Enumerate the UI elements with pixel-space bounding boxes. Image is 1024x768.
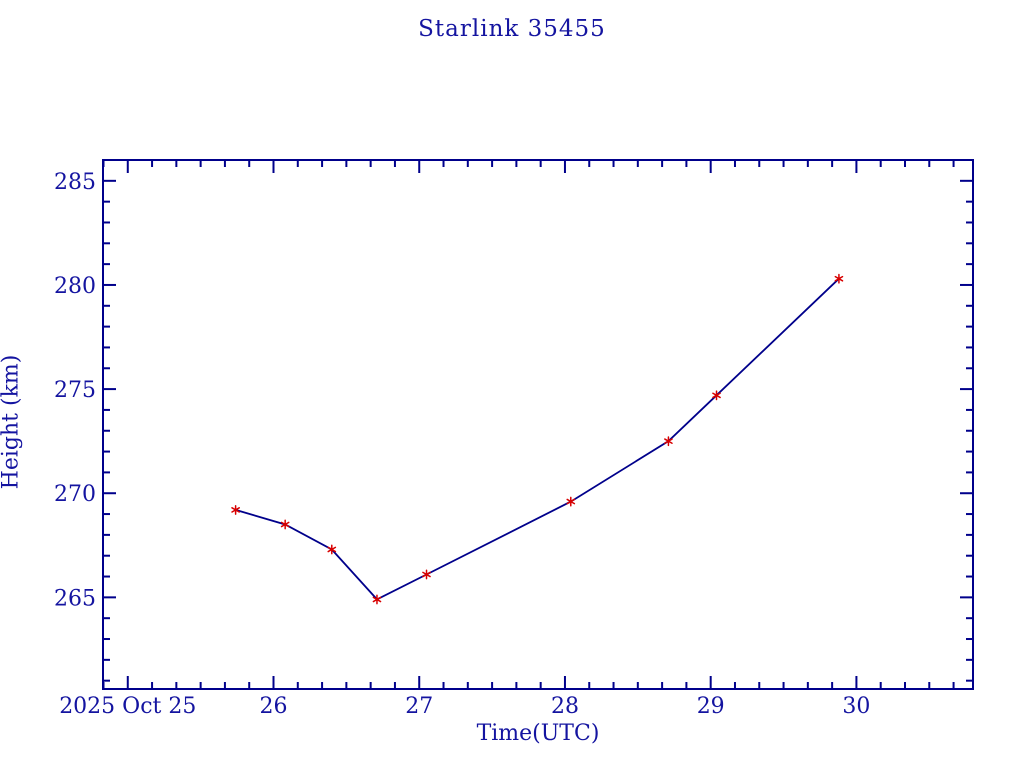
y-tick-label: 265 — [54, 586, 96, 611]
y-tick-labels: 265 270 275 280 285 — [54, 170, 96, 612]
x-ticks — [102, 160, 955, 689]
y-tick-label: 285 — [54, 170, 96, 195]
data-point-markers — [231, 273, 844, 605]
data-point-marker — [712, 390, 721, 401]
y-tick-label: 280 — [54, 274, 96, 299]
chart-title: Starlink 35455 — [418, 16, 606, 42]
x-tick-label: 2025 Oct 25 — [59, 694, 196, 719]
series-line — [235, 278, 840, 601]
data-point-marker — [280, 519, 290, 530]
data-point-marker — [834, 273, 844, 284]
x-tick-labels: 2025 Oct 25 26 27 28 29 30 — [59, 694, 870, 719]
x-tick-label: 26 — [260, 694, 288, 719]
data-point-marker — [422, 569, 431, 580]
plot-frame — [102, 159, 974, 690]
data-point-marker — [372, 594, 382, 605]
x-tick-label: 30 — [842, 694, 870, 719]
x-tick-label: 29 — [697, 694, 725, 719]
x-axis-label: Time(UTC) — [476, 721, 600, 746]
data-point-marker — [566, 496, 576, 507]
y-ticks — [103, 179, 973, 682]
y-tick-label: 270 — [54, 482, 96, 507]
data-point-marker — [664, 436, 673, 447]
y-tick-label: 275 — [54, 378, 96, 403]
data-point-marker — [327, 544, 337, 555]
x-tick-label: 28 — [551, 694, 579, 719]
data-point-marker — [231, 504, 240, 515]
x-tick-label: 27 — [405, 694, 433, 719]
